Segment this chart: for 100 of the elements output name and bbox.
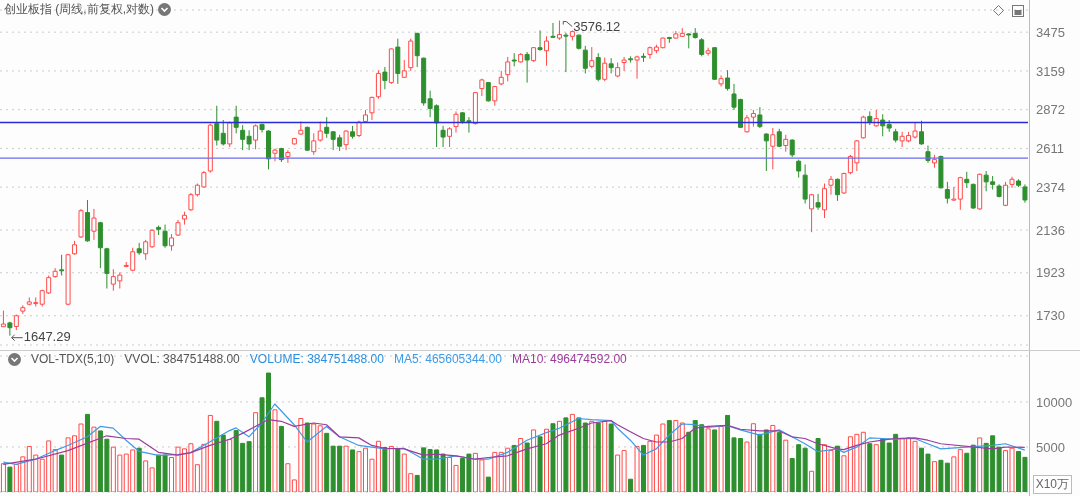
bar	[673, 420, 679, 492]
candlestick	[440, 125, 446, 148]
candlestick	[686, 32, 692, 49]
chart-title: 创业板指 (周线,前复权,对数)	[4, 2, 154, 16]
y-tick-label: 3475	[1036, 24, 1065, 40]
bar	[834, 445, 840, 492]
candlestick	[20, 304, 26, 315]
candlestick	[253, 123, 259, 150]
candlestick	[789, 138, 795, 158]
bar	[666, 420, 672, 492]
bar	[776, 432, 782, 492]
y-tick-label: 2872	[1036, 102, 1065, 118]
candlestick	[317, 120, 323, 143]
bar	[569, 413, 575, 492]
candlestick	[770, 127, 776, 170]
candlestick	[615, 62, 621, 78]
bar	[518, 438, 524, 492]
candlestick	[162, 224, 168, 249]
y-tick-label: 1923	[1036, 265, 1065, 281]
candlestick	[977, 172, 983, 211]
candlestick	[796, 159, 802, 179]
bar	[970, 444, 976, 492]
bar	[951, 456, 957, 492]
candlestick	[705, 47, 711, 57]
bar	[556, 420, 562, 492]
candlestick	[595, 52, 601, 82]
bar	[485, 476, 491, 492]
candlestick	[304, 126, 310, 152]
candlestick	[485, 81, 491, 103]
candlestick	[13, 314, 19, 331]
y-tick-label: 5000	[1036, 439, 1065, 455]
candlestick	[531, 46, 537, 63]
candlestick	[350, 125, 356, 140]
candlestick	[569, 29, 575, 41]
candlestick	[544, 35, 550, 67]
candlestick	[1022, 183, 1028, 204]
candlestick	[628, 55, 634, 64]
bar	[595, 422, 601, 492]
bar	[136, 447, 142, 492]
candlestick	[757, 106, 763, 129]
bar	[317, 425, 323, 492]
candlestick	[278, 147, 284, 163]
candlestick	[505, 56, 511, 82]
candlestick	[951, 186, 957, 202]
candlestick	[343, 129, 349, 151]
candlestick	[783, 134, 789, 153]
bar	[350, 449, 356, 492]
candlestick	[608, 57, 614, 74]
candlestick	[1015, 178, 1021, 188]
bar	[524, 442, 530, 492]
bar	[718, 425, 724, 492]
candlestick	[699, 37, 705, 57]
bar	[227, 439, 233, 492]
candlestick	[576, 34, 582, 51]
candlestick	[563, 32, 569, 73]
candlestick	[822, 183, 828, 219]
candlestick	[931, 154, 937, 169]
candlestick	[860, 115, 866, 140]
y-tick-label: 3159	[1036, 63, 1065, 79]
bar	[311, 423, 317, 492]
bar	[253, 412, 259, 492]
bar	[59, 454, 65, 492]
candlestick	[472, 91, 478, 125]
candlestick	[550, 22, 556, 39]
bar	[783, 439, 789, 492]
candlestick	[291, 137, 297, 146]
chart-title: VOL-TDX(5,10)	[31, 352, 115, 366]
candlestick	[447, 126, 453, 148]
candlestick	[298, 120, 304, 136]
candlestick	[873, 109, 879, 128]
bar	[628, 478, 634, 492]
bar	[395, 448, 401, 492]
bar	[511, 444, 517, 492]
candlestick	[815, 193, 821, 211]
bar	[641, 444, 646, 492]
bar	[91, 426, 97, 492]
candlestick	[641, 52, 646, 63]
candlestick	[175, 219, 181, 237]
candlestick	[498, 70, 504, 86]
candlestick	[886, 119, 892, 133]
candlestick	[518, 52, 524, 64]
annotation: 3576.12	[573, 18, 621, 34]
candlestick	[375, 69, 381, 100]
annotation: VOLUME: 384751488.00	[249, 352, 384, 366]
candlestick	[582, 45, 588, 74]
bar	[388, 445, 394, 492]
candlestick	[970, 183, 976, 210]
bar	[84, 413, 90, 492]
candlestick	[220, 119, 226, 146]
bar	[815, 438, 821, 492]
annotation: VVOL: 384751488.00	[124, 352, 240, 366]
candlestick	[867, 110, 873, 126]
bar	[608, 423, 614, 492]
candlestick	[692, 27, 698, 40]
bar	[770, 424, 776, 492]
candlestick	[97, 221, 103, 269]
line-series	[2, 403, 1026, 466]
bar	[809, 470, 815, 492]
bar	[550, 423, 556, 492]
bar	[705, 428, 711, 492]
